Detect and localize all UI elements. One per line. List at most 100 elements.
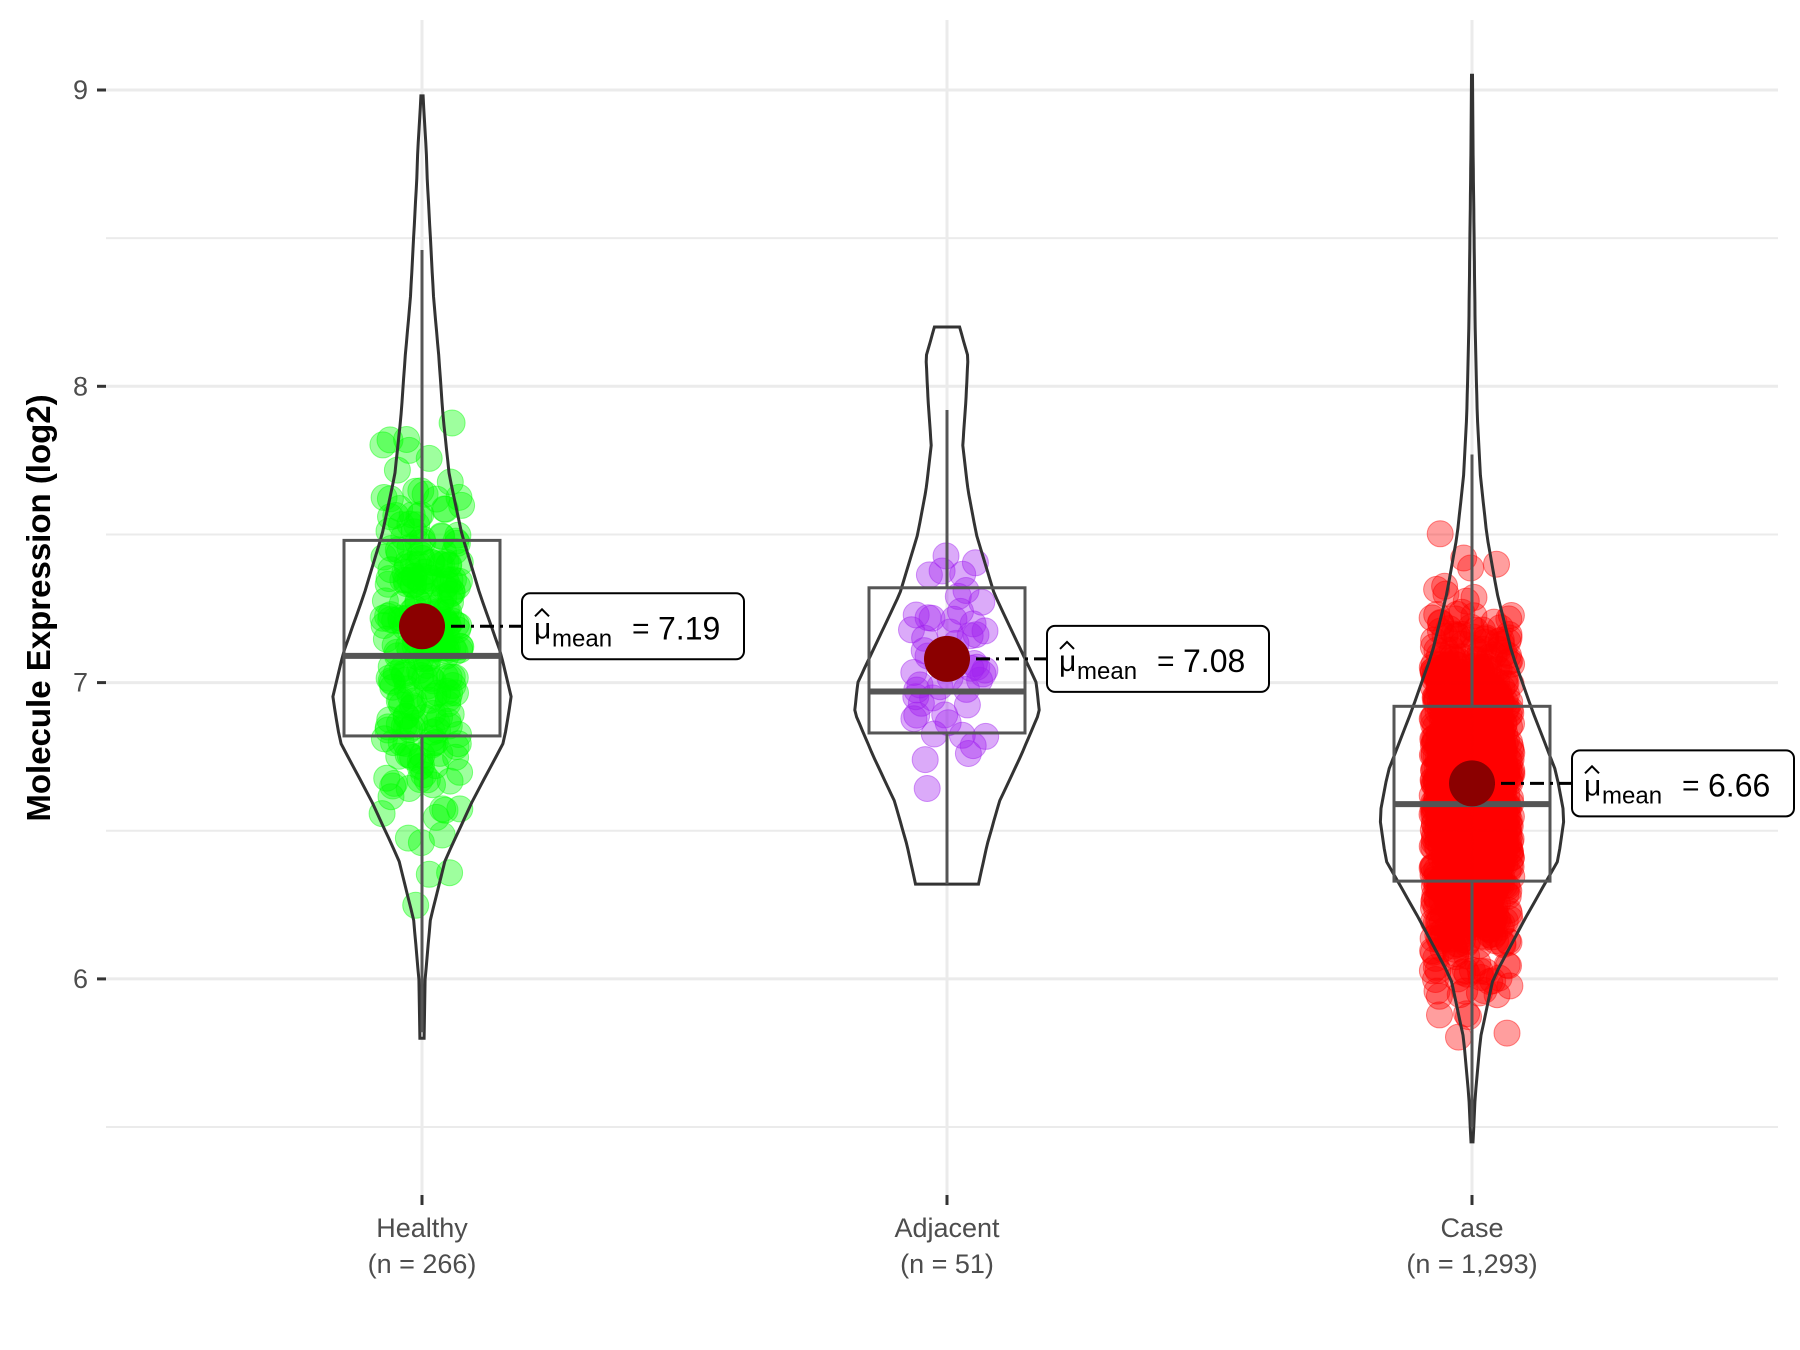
data-point [1452, 708, 1480, 735]
data-point [1434, 856, 1462, 884]
data-point [1453, 907, 1481, 935]
data-point [1482, 876, 1510, 904]
data-point [1469, 847, 1497, 875]
data-point [1477, 743, 1505, 771]
data-point [1464, 834, 1492, 862]
data-point [1451, 813, 1479, 841]
data-point [1470, 835, 1498, 862]
data-point [1489, 732, 1517, 760]
data-point [1494, 858, 1522, 885]
data-point [1439, 828, 1467, 856]
data-point [1431, 683, 1459, 711]
data-point [1419, 731, 1447, 759]
data-point [1446, 838, 1473, 866]
data-point [1421, 771, 1449, 799]
data-point [1469, 823, 1497, 851]
data-point [1454, 903, 1482, 931]
data-point [1467, 702, 1495, 730]
data-point [1443, 600, 1471, 628]
data-point [1498, 863, 1526, 891]
data-point [1491, 688, 1519, 716]
y-tick-label: 8 [73, 371, 88, 401]
data-point [1425, 982, 1453, 1010]
data-point [1428, 815, 1456, 843]
data-point [959, 610, 987, 638]
data-point [1437, 833, 1465, 861]
mean-subscript: mean [552, 625, 612, 652]
data-point [1475, 817, 1503, 844]
data-point [1432, 666, 1460, 694]
data-point [420, 682, 448, 710]
data-point [1454, 927, 1482, 955]
data-point [1452, 709, 1479, 737]
data-point [1428, 907, 1456, 935]
data-point [1446, 844, 1474, 872]
data-point [1430, 727, 1457, 755]
violin [331, 94, 513, 1040]
data-point [1430, 718, 1457, 746]
data-point [1437, 743, 1465, 771]
data-point [379, 673, 407, 701]
data-point [1429, 708, 1456, 736]
data-point [1440, 727, 1467, 754]
data-point [1460, 878, 1488, 906]
data-point [400, 570, 427, 598]
data-point [1468, 830, 1496, 858]
data-point [1437, 721, 1464, 749]
data-point [1430, 923, 1457, 951]
data-point [1434, 722, 1462, 750]
data-point [1496, 837, 1524, 865]
data-point [1465, 714, 1493, 742]
mean-symbol: μ [1584, 769, 1601, 802]
data-point [1448, 728, 1476, 756]
data-point [1420, 756, 1448, 784]
y-axis: 6 7 8 9 [73, 75, 106, 994]
data-point [1424, 828, 1452, 856]
x-tick-sample-size: (n = 1,293) [1406, 1249, 1537, 1279]
data-point [393, 570, 421, 598]
data-point [1448, 815, 1476, 843]
data-point [1478, 673, 1506, 701]
data-point [947, 597, 974, 625]
x-tick-label: Adjacent [894, 1213, 1000, 1243]
data-point [420, 569, 448, 597]
data-point [1491, 751, 1518, 779]
data-point [1463, 717, 1491, 745]
data-point [410, 563, 438, 591]
data-point [435, 712, 463, 740]
data-point [1460, 829, 1488, 857]
data-point [446, 632, 474, 660]
data-point [1481, 892, 1509, 920]
data-point [1479, 834, 1507, 862]
data-point [1484, 628, 1512, 656]
y-axis-title: Molecule Expression (log2) [20, 394, 57, 821]
data-point [1460, 635, 1488, 662]
data-point [1455, 826, 1483, 854]
data-point [1443, 622, 1471, 650]
data-point [1450, 838, 1478, 866]
data-point [392, 566, 420, 594]
data-point [399, 571, 427, 599]
data-point [1484, 717, 1512, 744]
data-point [1440, 676, 1468, 704]
data-point [1443, 859, 1471, 887]
data-point [1426, 688, 1454, 716]
data-point [1493, 761, 1521, 789]
data-point [1431, 822, 1459, 850]
mean-point [924, 635, 970, 682]
data-point [1466, 716, 1494, 744]
data-point [1424, 749, 1452, 777]
data-point [1422, 713, 1449, 741]
data-point [407, 662, 435, 689]
data-point [1487, 721, 1515, 749]
data-point [1463, 807, 1491, 835]
data-point [1464, 949, 1492, 977]
data-point [1471, 826, 1499, 853]
data-point [1420, 626, 1448, 654]
data-point [1430, 743, 1458, 771]
data-point [1447, 678, 1475, 706]
data-point [1424, 744, 1452, 772]
data-point [1439, 643, 1467, 671]
data-point [390, 712, 418, 740]
data-point [1476, 731, 1504, 758]
